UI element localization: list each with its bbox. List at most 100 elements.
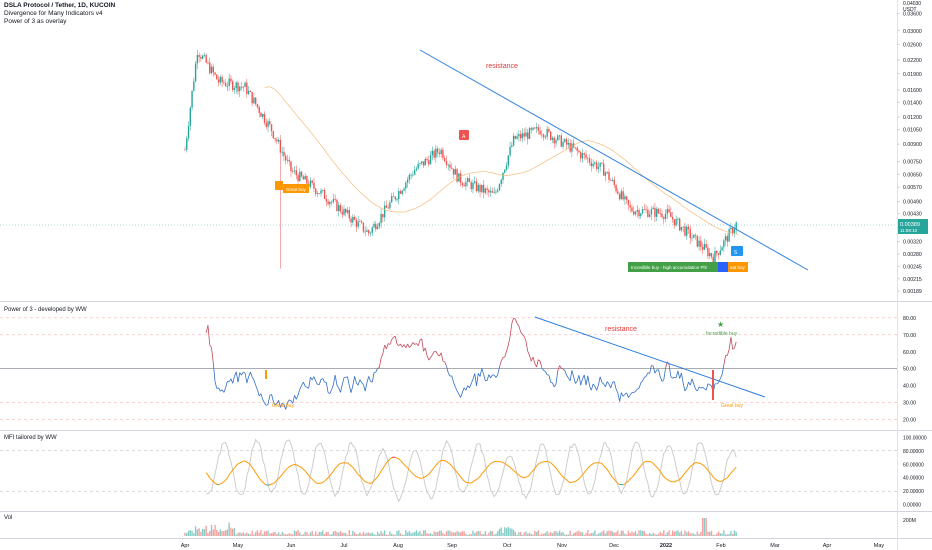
p3-segment xyxy=(605,381,608,387)
mfi-segment xyxy=(366,481,369,484)
mfi-segment xyxy=(525,476,528,478)
candle-body xyxy=(724,236,727,241)
mfi-segment xyxy=(262,481,265,485)
p3-segment xyxy=(322,378,325,383)
p3-segment xyxy=(246,376,249,383)
p3-segment xyxy=(573,376,576,384)
mfi-segment xyxy=(214,482,218,485)
p3-segment xyxy=(301,381,304,386)
volume-bar xyxy=(277,532,280,536)
mfi-segment xyxy=(486,465,490,468)
candle-body xyxy=(444,158,446,162)
mfi-segment xyxy=(428,471,431,475)
time-tick-label: Aug xyxy=(393,543,403,549)
volume-bar xyxy=(299,532,301,536)
mfi-title[interactable]: MFI tailored by WW xyxy=(4,435,57,441)
mfi-segment xyxy=(686,468,689,472)
price-tick-label: 0.00430 xyxy=(903,212,922,218)
volume-bar xyxy=(497,531,499,536)
time-tick-label: Sep xyxy=(447,543,457,549)
p3-segment xyxy=(728,337,732,350)
candle-body xyxy=(470,182,472,190)
p3-segment xyxy=(324,381,327,383)
mfi-segment xyxy=(444,460,447,463)
p3-segment xyxy=(458,393,461,398)
mfi-pane[interactable] xyxy=(0,438,897,503)
p3-segment xyxy=(598,376,601,386)
candle-body xyxy=(436,148,439,153)
mfi-segment xyxy=(617,482,620,485)
volume-bar xyxy=(401,534,403,536)
volume-bar xyxy=(694,534,697,536)
price-tick-label: 0.02200 xyxy=(903,58,922,64)
mfi-segment xyxy=(484,466,488,470)
price-pane[interactable] xyxy=(0,49,897,271)
candle-body xyxy=(438,152,441,155)
volume-bar xyxy=(198,528,200,536)
volume-title[interactable]: Vol xyxy=(4,515,13,521)
p3-segment xyxy=(354,376,357,383)
mfi-segment xyxy=(418,477,421,479)
candle-body xyxy=(267,121,269,127)
candle-body xyxy=(677,218,679,220)
candle-body xyxy=(689,229,691,239)
power-of-3-pane[interactable] xyxy=(0,316,897,420)
candle-body xyxy=(391,196,393,203)
mfi-segment xyxy=(251,467,255,471)
volume-bar xyxy=(283,533,285,536)
volume-bar xyxy=(687,531,690,536)
mfi-segment xyxy=(216,483,219,486)
volume-bar xyxy=(493,534,495,536)
candle-body xyxy=(383,205,386,218)
volume-bar xyxy=(311,530,313,536)
volume-bar xyxy=(590,532,593,536)
volume-bar xyxy=(217,531,220,536)
candle-body xyxy=(300,171,303,177)
volume-bar xyxy=(456,531,458,536)
volume-bar xyxy=(343,532,345,536)
p3-segment xyxy=(209,344,212,348)
mfi-gray-line xyxy=(206,438,737,503)
candle-body xyxy=(634,211,637,215)
candle-body xyxy=(373,223,375,228)
price-tick-label: 0.03000 xyxy=(903,29,922,35)
mfi-segment xyxy=(674,480,677,483)
candle-body xyxy=(378,223,381,227)
mfi-segment xyxy=(320,481,324,484)
candle-body xyxy=(265,122,267,127)
volume-bar xyxy=(604,533,607,536)
candle-body xyxy=(603,163,605,176)
candle-body xyxy=(323,189,326,199)
candle-body xyxy=(668,209,670,213)
volume-bar xyxy=(574,532,577,536)
candle-body xyxy=(599,162,601,167)
indicator-2-title[interactable]: Power of 3 as overlay xyxy=(4,18,67,25)
candle-body xyxy=(346,210,349,213)
volume-pane[interactable] xyxy=(184,518,737,536)
candle-body xyxy=(542,134,545,138)
volume-bar xyxy=(611,531,614,536)
candle-body xyxy=(295,170,297,176)
mfi-segment xyxy=(426,473,430,476)
symbol-title[interactable]: DSLA Protocol / Tether, 1D, KUCOIN xyxy=(4,2,116,9)
candle-body xyxy=(309,180,312,187)
volume-bar xyxy=(461,531,464,536)
volume-bar xyxy=(383,530,386,536)
indicator-1-title[interactable]: Divergence for Many Indicators v4 xyxy=(4,10,103,17)
power-of-3-title[interactable]: Power of 3 - developed by WW xyxy=(4,307,87,313)
candle-body xyxy=(311,180,313,183)
mfi-segment xyxy=(347,462,350,465)
p3-segment xyxy=(244,372,248,383)
volume-bar xyxy=(641,530,644,536)
volume-bar xyxy=(498,528,501,536)
p3-segment xyxy=(585,375,589,386)
volume-bar xyxy=(290,533,292,536)
candle-body xyxy=(253,97,255,104)
mfi-segment xyxy=(559,472,562,476)
candle-body xyxy=(445,161,448,165)
p3-segment xyxy=(566,375,569,379)
volume-bar xyxy=(253,534,255,536)
mfi-segment xyxy=(499,460,502,463)
volume-bar xyxy=(339,531,342,536)
